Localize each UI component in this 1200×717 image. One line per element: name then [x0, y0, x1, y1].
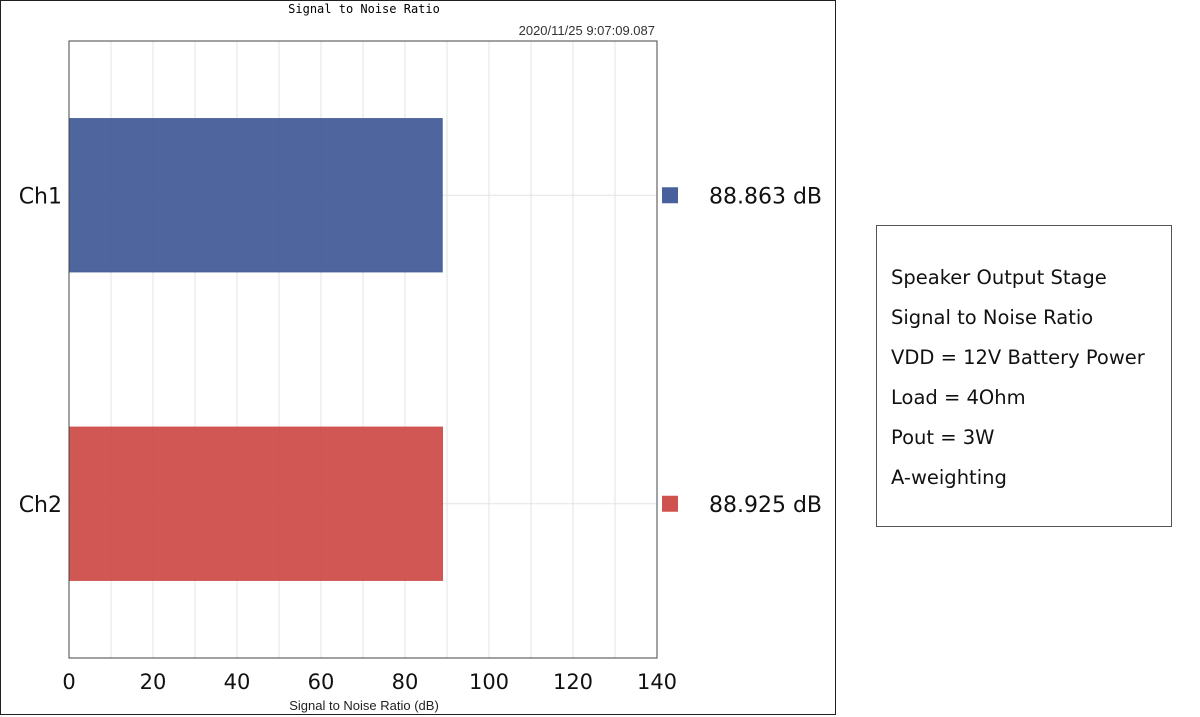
legend-marker-ch1 — [662, 187, 678, 204]
chart-title: Signal to Noise Ratio — [288, 2, 440, 16]
info-line-weighting: A-weighting — [891, 466, 1007, 489]
info-line-measurement: Signal to Noise Ratio — [891, 306, 1094, 329]
x-tick-label: 60 — [308, 670, 335, 694]
legend-marker-ch2 — [662, 495, 678, 512]
x-tick-label: 80 — [392, 670, 419, 694]
x-tick-label: 120 — [553, 670, 593, 694]
x-tick-label: 20 — [140, 670, 167, 694]
info-line-stage: Speaker Output Stage — [891, 266, 1107, 289]
info-box: Speaker Output Stage Signal to Noise Rat… — [876, 225, 1172, 527]
plot-border — [68, 40, 658, 659]
info-line-vdd: VDD = 12V Battery Power — [891, 346, 1145, 369]
bar-ch2 — [68, 426, 443, 581]
snr-bar-chart: Ch1 88.863 dB Ch2 88.925 dB 0 20 40 60 80 100 120 1… — [19, 40, 822, 713]
x-axis-label: Signal to Noise Ratio (dB) — [289, 698, 439, 713]
x-tick-label: 0 — [62, 670, 75, 694]
value-label: 88.863 dB — [709, 184, 822, 209]
category-label: Ch2 — [19, 493, 62, 518]
value-label: 88.925 dB — [709, 493, 822, 518]
bar-ch1 — [68, 118, 443, 273]
info-line-load: Load = 4Ohm — [891, 386, 1026, 409]
x-tick-label: 140 — [637, 670, 677, 694]
chart-frame: Signal to Noise Ratio 2020/11/25 9:07:09… — [0, 0, 836, 715]
x-tick-label: 100 — [469, 670, 509, 694]
info-line-pout: Pout = 3W — [891, 426, 995, 449]
category-label: Ch1 — [19, 184, 62, 209]
x-tick-label: 40 — [224, 670, 251, 694]
timestamp: 2020/11/25 9:07:09.087 — [518, 23, 655, 38]
